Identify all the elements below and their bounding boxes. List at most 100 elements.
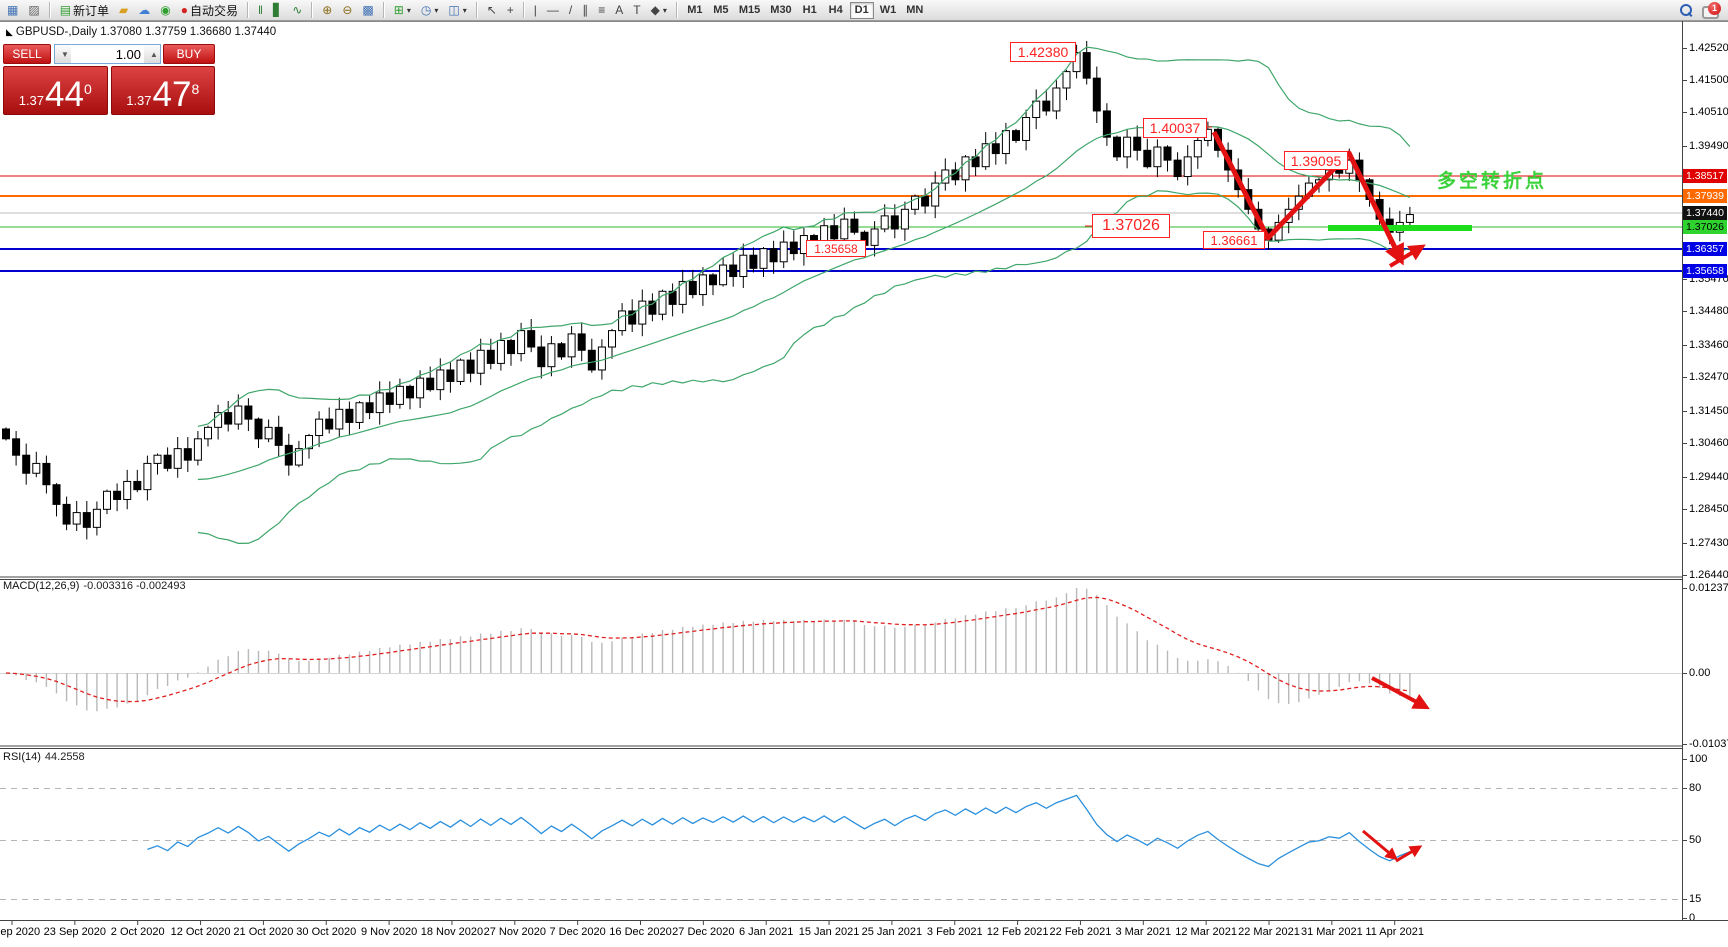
price-tick-label: 1.27430 bbox=[1689, 537, 1728, 549]
price-badge: 1.37939 bbox=[1683, 189, 1727, 203]
date-label: 27 Dec 2020 bbox=[672, 926, 735, 938]
timeframe-w1[interactable]: W1 bbox=[876, 2, 901, 19]
crosshair-button[interactable]: + bbox=[503, 1, 518, 19]
search-icon[interactable] bbox=[1680, 4, 1693, 17]
price-tick-label: 1.31450 bbox=[1689, 405, 1728, 417]
chart-window-button[interactable]: ▦ bbox=[3, 1, 22, 19]
vertical-line-button[interactable]: | bbox=[530, 1, 541, 19]
auto-trading-button-label: 自动交易 bbox=[190, 3, 239, 18]
notifications-button[interactable]: 1 bbox=[1702, 1, 1721, 19]
timeframe-h4[interactable]: H4 bbox=[824, 2, 848, 19]
macd-label: MACD(12,26,9) -0.003316 -0.002493 bbox=[3, 580, 186, 592]
sell-price-display[interactable]: 1.37 44 0 bbox=[3, 66, 108, 115]
date-label: 4 Sep 2020 bbox=[0, 926, 41, 938]
toolbar-separator bbox=[475, 2, 478, 18]
periods-button[interactable]: ◷ ▾ bbox=[417, 1, 443, 19]
macd-name: MACD(12,26,9) bbox=[3, 580, 80, 592]
volume-up-button[interactable]: ▲ bbox=[144, 45, 160, 63]
timeframe-m5[interactable]: M5 bbox=[709, 2, 733, 19]
timeframe-d1[interactable]: D1 bbox=[849, 1, 874, 19]
zoom-out-icon: ⊖ bbox=[342, 3, 353, 17]
toolbar-right: 1 bbox=[1680, 1, 1726, 19]
volume-down-button[interactable]: ▼ bbox=[55, 45, 71, 63]
price-annotation[interactable]: 1.35658 bbox=[806, 240, 866, 257]
zoom-in-icon: ⊕ bbox=[322, 3, 333, 17]
line-chart-icon: ∿ bbox=[292, 3, 303, 17]
signals-button[interactable]: ◉ bbox=[156, 1, 174, 19]
zoom-in-button[interactable]: ⊕ bbox=[318, 1, 336, 19]
date-label: 6 Jan 2021 bbox=[738, 926, 794, 938]
candlestick-button[interactable]: ▋ bbox=[269, 1, 286, 19]
fibonacci-button[interactable]: ≡ bbox=[594, 1, 609, 19]
community-button[interactable]: ☁ bbox=[134, 1, 154, 19]
horizontal-line-button[interactable]: — bbox=[543, 1, 563, 19]
buy-price-main: 47 bbox=[152, 75, 192, 114]
toolbar: ▦ ▨ ▤ 新订单 ▰ ☁ ◉ ● 自动交易 ‖ ▋ ∿ ⊕ ⊖ ▩ ⊞ ▾ ◷ ▾ ◫ ▾ ↖ + | — / ∥ ≡ A T ◆ ▾ M1… bbox=[0, 0, 1728, 21]
rsi-label: RSI(14) 44.2558 bbox=[3, 751, 85, 763]
profiles-button[interactable]: ▨ bbox=[24, 1, 43, 19]
chart-marker-icon: ◣ bbox=[6, 27, 13, 37]
date-label: 15 Jan 2021 bbox=[798, 926, 860, 938]
cursor-button[interactable]: ↖ bbox=[483, 1, 501, 19]
indicators-button[interactable]: ⊞ ▾ bbox=[390, 1, 415, 19]
macd-values: -0.003316 -0.002493 bbox=[83, 580, 186, 592]
price-tick-label: 50 bbox=[1689, 834, 1702, 846]
chart-title: ◣ GBPUSD-,Daily 1.37080 1.37759 1.36680 1… bbox=[6, 26, 276, 38]
templates-button[interactable]: ◫ ▾ bbox=[444, 1, 470, 19]
price-annotation[interactable]: 1.39095 bbox=[1284, 151, 1348, 170]
price-tick-label: 1.26440 bbox=[1689, 569, 1728, 581]
timeframe-mn[interactable]: MN bbox=[902, 2, 927, 19]
drawn-objects[interactable] bbox=[1074, 50, 1472, 863]
price-tick-label: 1.30460 bbox=[1689, 437, 1728, 449]
date-label: 21 Oct 2020 bbox=[233, 926, 294, 938]
timeframe-m30[interactable]: M30 bbox=[766, 2, 795, 19]
gold-button[interactable]: ▰ bbox=[115, 1, 132, 19]
line-chart-button[interactable]: ∿ bbox=[288, 1, 306, 19]
new-order-button[interactable]: ▤ 新订单 bbox=[56, 1, 113, 19]
shapes-button[interactable]: ◆ ▾ bbox=[647, 1, 671, 19]
toolbar-separator bbox=[522, 2, 525, 18]
timeframe-m1[interactable]: M1 bbox=[683, 2, 707, 19]
price-badge: 1.36357 bbox=[1683, 242, 1727, 256]
auto-trading-button[interactable]: ● 自动交易 bbox=[177, 1, 242, 19]
price-tick-label: 1.29440 bbox=[1689, 471, 1728, 483]
price-annotation[interactable]: 1.42380 bbox=[1010, 42, 1076, 62]
price-axis[interactable]: 1.42520 1.41500 1.40510 1.39490 1.35470 1.344… bbox=[1682, 21, 1728, 924]
toolbar-separator bbox=[48, 2, 51, 18]
buy-button[interactable]: BUY bbox=[163, 44, 215, 64]
timeframe-h1[interactable]: H1 bbox=[798, 2, 822, 19]
date-label: 31 Mar 2021 bbox=[1300, 926, 1363, 938]
price-tick-label: 0.012372 bbox=[1689, 582, 1728, 594]
fibonacci-icon: ≡ bbox=[598, 3, 606, 17]
tile-windows-button[interactable]: ▩ bbox=[358, 1, 377, 19]
timeframe-group: M1 M5 M15 M30 H1 H4 D1 W1 MN bbox=[682, 1, 928, 19]
caret-down-icon: ▾ bbox=[462, 5, 467, 15]
sell-price-pip: 0 bbox=[83, 81, 92, 97]
buy-price-handle: 1.37 bbox=[126, 93, 152, 108]
price-tick-label: -0.010374 bbox=[1689, 738, 1728, 750]
trendline-icon: / bbox=[568, 3, 573, 17]
price-annotation[interactable]: 1.36661 bbox=[1203, 231, 1265, 249]
price-annotation[interactable]: 1.40037 bbox=[1143, 118, 1207, 138]
price-tick-label: 1.42520 bbox=[1689, 42, 1728, 54]
zoom-out-button[interactable]: ⊖ bbox=[338, 1, 356, 19]
text-button[interactable]: A bbox=[611, 1, 627, 19]
equidistant-channel-button[interactable]: ∥ bbox=[578, 1, 592, 19]
toolbar-separator bbox=[675, 2, 678, 18]
timeframe-m15[interactable]: M15 bbox=[735, 2, 764, 19]
price-tick-label: 1.32470 bbox=[1689, 371, 1728, 383]
buy-price-display[interactable]: 1.37 47 8 bbox=[110, 66, 215, 115]
label-button[interactable]: T bbox=[629, 1, 644, 19]
price-annotation[interactable]: 1.37026 bbox=[1092, 214, 1170, 238]
gold-icon: ▰ bbox=[119, 3, 129, 17]
bar-chart-button[interactable]: ‖ bbox=[254, 1, 267, 19]
sell-button[interactable]: SELL bbox=[3, 44, 51, 64]
price-tick-label: 1.34480 bbox=[1689, 305, 1728, 317]
trendline-button[interactable]: / bbox=[565, 1, 576, 19]
volume-input[interactable] bbox=[71, 45, 144, 63]
price-badge: 1.38517 bbox=[1683, 169, 1727, 183]
horizontal-line-icon: — bbox=[546, 3, 559, 17]
